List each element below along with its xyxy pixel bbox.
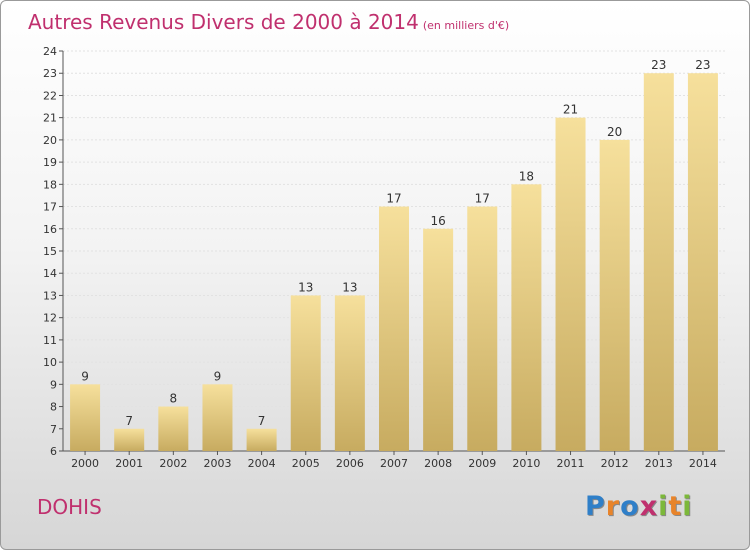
logo-letter: x	[639, 491, 659, 522]
bar-2007	[379, 206, 409, 451]
logo-letter: i	[682, 491, 693, 522]
x-tick-label: 2003	[203, 457, 231, 470]
bar-2003	[202, 384, 233, 451]
bar-2013	[643, 73, 674, 451]
y-tick-label: 9	[50, 378, 57, 391]
bar-2006	[334, 295, 365, 451]
logo-letter: r	[605, 491, 621, 522]
value-label: 9	[214, 369, 222, 383]
value-label: 16	[430, 214, 445, 228]
bar-2012	[599, 139, 630, 451]
x-tick-label: 2014	[689, 457, 717, 470]
bar-2004	[246, 428, 277, 451]
bar-2009	[467, 206, 498, 451]
bar-2014	[687, 73, 718, 451]
y-tick-label: 7	[50, 423, 57, 436]
value-label: 18	[519, 169, 534, 183]
y-tick-label: 19	[43, 156, 57, 169]
y-tick-label: 13	[43, 289, 57, 302]
y-tick-label: 18	[43, 178, 57, 191]
x-tick-label: 2010	[512, 457, 540, 470]
bar-2008	[423, 228, 454, 451]
data-labels: 9 7 8 9 7 13 13 17 16 17 18 21 20 23 23	[81, 58, 710, 428]
y-tick-label: 23	[43, 67, 57, 80]
bar-2011	[555, 117, 586, 452]
y-tick-label: 11	[43, 334, 57, 347]
value-label: 7	[258, 414, 266, 428]
x-tick-label: 2001	[115, 457, 143, 470]
value-label: 8	[170, 392, 178, 406]
value-label: 13	[342, 280, 357, 294]
x-tick-label: 2002	[159, 457, 187, 470]
value-label: 20	[607, 125, 622, 139]
value-label: 23	[695, 58, 710, 72]
value-label: 13	[298, 280, 313, 294]
bar-2010	[511, 184, 542, 452]
value-label: 9	[81, 369, 89, 383]
x-tick-label: 2011	[557, 457, 585, 470]
chart-title-text: Autres Revenus Divers de 2000 à 2014	[28, 10, 419, 34]
x-tick-label: 2006	[336, 457, 364, 470]
y-tick-label: 10	[43, 356, 57, 369]
y-tick-label: 14	[43, 267, 57, 280]
y-tick-label: 15	[43, 245, 57, 258]
x-tick-label: 2000	[71, 457, 99, 470]
commune-name: DOHIS	[37, 495, 102, 519]
x-tick-label: 2013	[645, 457, 673, 470]
bar-2002	[158, 406, 189, 451]
value-label: 21	[563, 103, 578, 117]
chart-title-unit: (en milliers d'€)	[422, 19, 510, 32]
logo-letter: i	[658, 491, 669, 522]
value-label: 17	[475, 192, 490, 206]
chart-title: Autres Revenus Divers de 2000 à 2014 (en …	[28, 10, 509, 34]
bar-2005	[290, 295, 321, 451]
x-tick-label: 2004	[248, 457, 276, 470]
logo-letter: t	[668, 491, 683, 522]
y-tick-label: 21	[43, 112, 57, 125]
proxiti-logo[interactable]: Proxiti	[585, 491, 693, 522]
logo-letter: P	[585, 491, 606, 522]
x-tick-label: 2005	[292, 457, 320, 470]
x-tick-label: 2007	[380, 457, 408, 470]
x-tick-label: 2008	[424, 457, 452, 470]
y-tick-label: 16	[43, 223, 57, 236]
value-label: 23	[651, 58, 666, 72]
logo-letter: o	[620, 491, 640, 522]
y-tick-label: 17	[43, 201, 57, 214]
axes: 6 7 8 9 10 11 12 13 14 15 16 17 18 19 20 21 22 23 24 2000 20…	[43, 45, 725, 470]
y-tick-label: 22	[43, 89, 57, 102]
y-tick-label: 24	[43, 45, 57, 58]
y-tick-label: 12	[43, 312, 57, 325]
y-tick-label: 6	[50, 445, 57, 458]
y-tick-label: 8	[50, 401, 57, 414]
bars	[70, 73, 718, 452]
value-label: 7	[125, 414, 133, 428]
x-tick-label: 2009	[468, 457, 496, 470]
y-tick-label: 20	[43, 134, 57, 147]
x-tick-label: 2012	[601, 457, 629, 470]
bar-2000	[70, 384, 101, 451]
value-label: 17	[386, 192, 401, 206]
bar-2001	[114, 428, 145, 451]
